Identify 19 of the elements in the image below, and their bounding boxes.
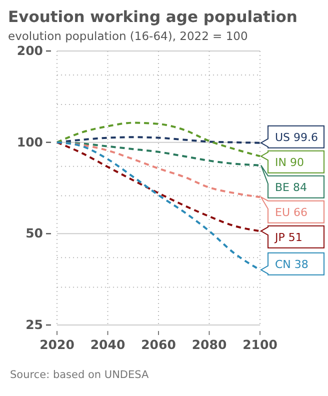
source-note: Source: based on UNDESA — [10, 369, 150, 381]
x-tick-label: 2020 — [40, 336, 75, 352]
text: US 99.6 — [275, 130, 318, 144]
chart-title: Evoution working age population — [8, 8, 298, 26]
text: IN 90 — [275, 156, 304, 169]
y-tick-label: 50 — [26, 226, 44, 241]
x-tick-label: 2100 — [242, 336, 278, 352]
x-tick-label: 2080 — [192, 336, 227, 352]
x-tick-label: 2040 — [90, 336, 126, 352]
y-tick-label: 25 — [26, 317, 43, 332]
chart-subtitle: evolution population (16-64), 2022 = 100 — [8, 29, 248, 43]
text: EU 66 — [275, 206, 308, 219]
y-tick-label: 100 — [16, 134, 44, 150]
text: JP 51 — [275, 230, 302, 244]
text: CN 38 — [275, 258, 308, 271]
text: BE 84 — [275, 180, 307, 194]
x-tick-label: 2060 — [141, 336, 176, 352]
line-series — [56, 141, 261, 232]
y-tick-label: 200 — [16, 43, 44, 58]
